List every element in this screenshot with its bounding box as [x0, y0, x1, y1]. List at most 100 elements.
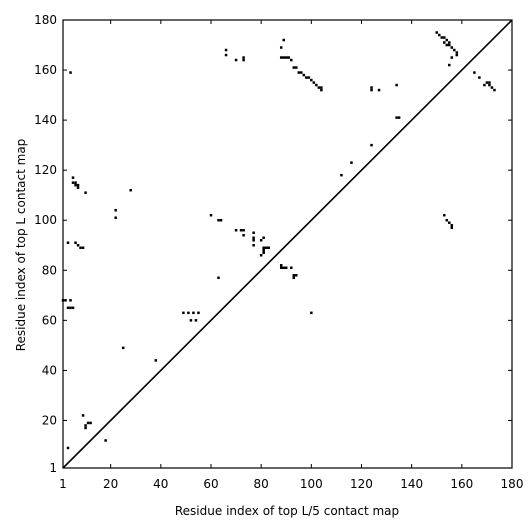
contact: [455, 53, 459, 57]
contact: [89, 421, 92, 425]
contact: [182, 311, 185, 315]
y-tick-label: 20: [42, 413, 57, 427]
y-tick-label: 60: [42, 313, 57, 327]
contact: [450, 46, 454, 49]
contact: [242, 58, 245, 62]
contact: [74, 241, 77, 245]
diagonal: [62, 19, 513, 469]
contact: [224, 53, 228, 57]
contact: [340, 173, 343, 177]
contact: [395, 83, 398, 87]
contact: [262, 246, 265, 250]
contact: [282, 56, 285, 59]
x-tick-label: 180: [501, 477, 524, 491]
y-tick-label: 140: [34, 113, 57, 127]
contact: [154, 359, 158, 362]
contact: [104, 439, 107, 442]
contact: [224, 48, 228, 52]
contact: [234, 228, 238, 232]
contact: [86, 421, 90, 425]
contact: [69, 299, 72, 302]
contact: [197, 311, 200, 315]
contact: [262, 251, 265, 255]
x-tick-label: 1: [59, 477, 67, 491]
y-tick-label: 180: [34, 13, 57, 27]
contact: [443, 213, 446, 217]
contact: [395, 116, 398, 119]
y-tick-label: 160: [34, 63, 57, 77]
contact: [81, 246, 85, 250]
contact: [310, 311, 313, 315]
x-tick-label: 100: [300, 477, 323, 491]
contact: [397, 116, 401, 119]
contact: [84, 426, 87, 430]
y-tick-label: 40: [42, 363, 57, 377]
contact: [187, 311, 190, 315]
contact: [192, 311, 195, 315]
contact: [81, 414, 85, 417]
contact: [445, 38, 449, 42]
contact: [259, 254, 263, 257]
y-tick-label: 1: [49, 461, 57, 475]
contact: [315, 83, 318, 87]
contact: [234, 58, 238, 62]
contact: [290, 58, 293, 62]
contact: [377, 88, 381, 92]
contact: [209, 213, 213, 217]
contact: [217, 218, 220, 222]
contact: [295, 66, 298, 69]
x-tick-label: 40: [153, 477, 168, 491]
contact: [71, 181, 75, 184]
contact: [450, 56, 454, 59]
contact: [440, 36, 444, 39]
contact: [292, 66, 296, 69]
contact: [320, 88, 323, 92]
contact: [262, 236, 265, 239]
contact: [66, 306, 70, 310]
contact: [252, 243, 255, 247]
contact: [242, 56, 245, 59]
x-axis-label: Residue index of top L/5 contact map: [175, 504, 399, 518]
contact: [66, 241, 70, 245]
contact: [71, 176, 75, 179]
contact: [295, 274, 298, 277]
x-tick-label: 60: [203, 477, 218, 491]
contact: [76, 186, 80, 189]
contact: [435, 31, 439, 34]
contact: [493, 88, 496, 92]
contact: [264, 246, 268, 250]
contact: [66, 446, 70, 450]
contact: [252, 236, 255, 239]
contact: [450, 226, 454, 229]
contact: [317, 86, 321, 89]
contact: [370, 143, 373, 147]
contact: [443, 41, 446, 44]
contact: [79, 246, 82, 250]
contact: [485, 81, 489, 84]
contact: [114, 216, 117, 219]
contact: [310, 78, 313, 82]
contact: [455, 51, 459, 54]
contact: [488, 83, 491, 87]
contact: [305, 76, 308, 79]
contact: [242, 228, 245, 232]
contact: [443, 36, 446, 39]
y-tick-label: 120: [34, 163, 57, 177]
contact: [194, 319, 198, 322]
contact: [297, 71, 301, 74]
contact: [121, 346, 125, 350]
contact: [282, 266, 285, 270]
contact: [490, 86, 494, 89]
contact: [307, 76, 311, 79]
contact: [267, 246, 270, 250]
contact: [74, 183, 77, 187]
contact: [300, 71, 303, 74]
contact: [483, 83, 486, 87]
contact: [84, 191, 87, 194]
contact: [445, 218, 449, 222]
contact: [252, 231, 255, 234]
x-tick-label: 160: [450, 477, 473, 491]
contact: [312, 81, 316, 84]
contact: [279, 46, 283, 49]
